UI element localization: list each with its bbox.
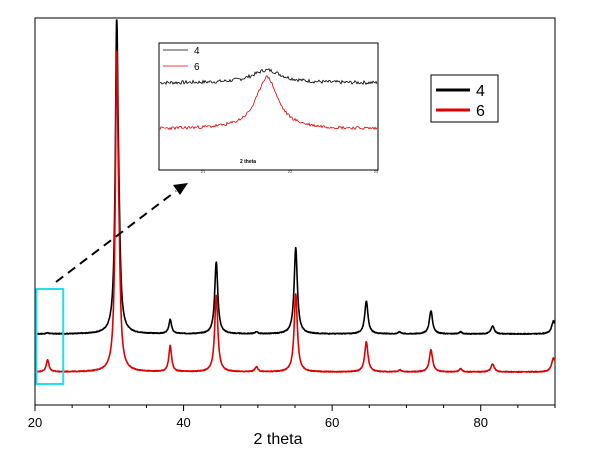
inset-panel: 4 6 21 22 23 2 theta	[158, 42, 379, 174]
inset-x-axis-title: 2 theta	[240, 159, 256, 165]
x-tick-label-40: 40	[176, 415, 190, 430]
x-tick-label-60: 60	[325, 415, 339, 430]
x-axis-title: 2 theta	[254, 431, 303, 448]
inset-x-tick-22: 22	[288, 169, 293, 174]
inset-legend-label-6: 6	[194, 62, 200, 73]
highlight-region	[35, 288, 65, 385]
legend: 4 6	[430, 74, 499, 123]
legend-label-4: 4	[476, 83, 485, 100]
inset-frame	[158, 42, 379, 171]
inset-legend-label-4: 4	[194, 46, 200, 57]
x-tick-label-20: 20	[28, 415, 42, 430]
inset-series-line-6	[159, 75, 378, 131]
series-line-6	[34, 50, 556, 374]
inset-x-tick-23: 23	[374, 169, 379, 174]
legend-label-6: 6	[476, 103, 485, 120]
inset-arrow-line	[55, 190, 177, 283]
x-axis-ticks: 20 40 60 80	[28, 405, 556, 430]
legend-box	[430, 74, 499, 123]
inset-series-line-4	[159, 68, 378, 86]
x-tick-label-80: 80	[473, 415, 487, 430]
inset-arrow-head	[173, 183, 188, 195]
inset-x-tick-21: 21	[201, 169, 206, 174]
series-line-4	[34, 19, 556, 336]
